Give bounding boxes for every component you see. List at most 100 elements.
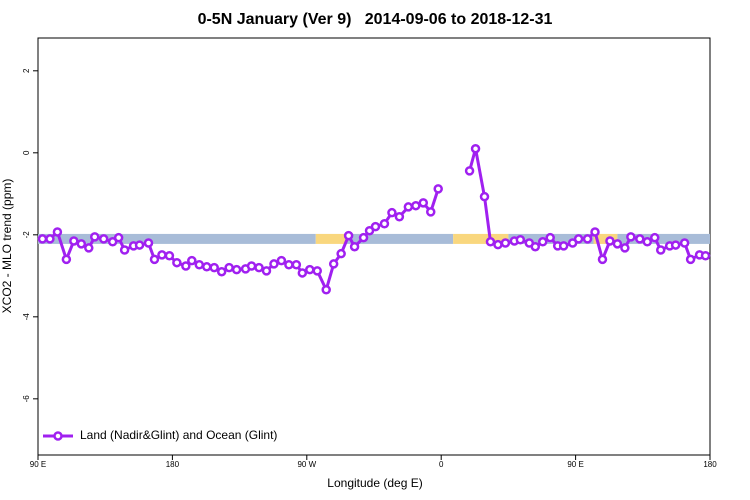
y-tick-label: -2 [22,231,31,239]
point [433,184,443,194]
point [597,254,608,265]
point [224,262,234,273]
chart-title: 0-5N January (Ver 9) 2014-09-06 to 2018-… [198,11,553,28]
point [605,236,615,246]
surface-band [38,233,316,244]
series-line [42,148,706,294]
point [89,232,100,242]
point [181,261,191,271]
point [98,234,109,244]
point [69,236,79,246]
point [261,266,272,276]
point [343,230,354,241]
point [500,238,511,248]
x-tick-label: 90 E [30,460,46,469]
point [143,238,154,248]
y-tick-label: 0 [22,150,31,155]
legend-label: Land (Nadir&Glint) and Ocean (Glint) [80,428,277,442]
y-tick-label: -6 [22,395,31,403]
point [84,243,94,253]
x-tick-label: 90 W [297,460,316,469]
point [685,254,696,265]
point [305,264,315,275]
point [172,257,182,268]
y-axis-title: XCO2 - MLO trend (ppm) [0,179,14,314]
point [370,221,381,232]
point [403,202,414,212]
point [479,191,490,202]
surface-band [453,233,509,244]
point [291,259,302,270]
point [649,232,660,243]
point [164,250,175,261]
point [119,245,130,255]
point [387,207,397,218]
point [567,238,578,248]
point [411,200,421,211]
point [364,225,375,236]
x-tick-label: 90 E [567,460,583,469]
point [358,232,369,243]
legend-marker [53,431,63,441]
point [284,259,294,270]
x-tick-label: 180 [703,460,717,469]
point [573,234,584,244]
point [379,218,390,229]
y-tick-label: 2 [22,68,31,73]
x-tick-label: 180 [166,460,180,469]
point [679,238,690,248]
point [52,227,63,237]
point [157,250,167,260]
point [349,241,360,252]
point [635,234,645,244]
point [700,250,711,261]
point [515,234,526,245]
x-tick-label: 0 [439,460,444,469]
point [37,234,48,244]
point [470,143,481,154]
point [269,259,279,269]
point [485,237,496,247]
point [201,262,212,272]
point [231,264,242,275]
point [642,237,653,247]
point [418,198,429,208]
point [61,254,72,265]
point [558,241,569,251]
point [45,234,55,244]
point [530,241,541,252]
point [545,232,555,243]
point [113,232,124,243]
point [620,243,630,253]
point [187,255,197,266]
plot-frame [37,37,711,456]
y-tick-label: -4 [22,313,31,321]
point [655,245,666,255]
point [76,239,87,249]
point [537,237,548,247]
point [590,227,600,237]
point [464,166,475,176]
point [493,239,503,250]
point [194,259,205,270]
point [276,255,287,266]
surface-band [617,233,710,244]
point [328,259,339,269]
point [312,266,323,276]
point [246,261,257,271]
surface-band [315,233,346,244]
point [670,240,681,250]
point [209,262,219,273]
point [254,262,264,273]
point [612,239,623,249]
point [321,285,331,295]
point [149,254,160,265]
point [425,207,436,217]
point [626,232,636,242]
point [297,268,308,278]
point [582,234,593,244]
point [134,240,145,250]
point [394,212,405,222]
surface-band [593,233,618,244]
